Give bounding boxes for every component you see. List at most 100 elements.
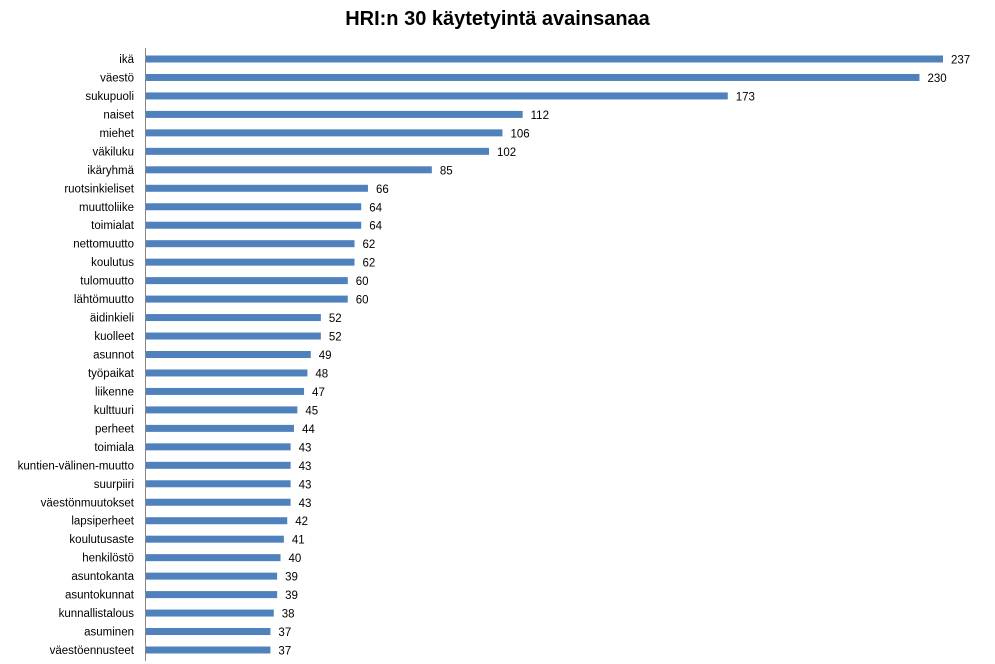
bar — [146, 369, 308, 377]
bar — [146, 554, 281, 562]
data-label: 40 — [289, 553, 302, 565]
data-label: 43 — [299, 479, 312, 491]
data-label: 37 — [278, 627, 291, 639]
data-label: 62 — [362, 239, 375, 251]
chart-title: HRI:n 30 käytetyintä avainsanaa — [345, 8, 650, 30]
data-label: 52 — [329, 332, 342, 344]
bar — [146, 517, 288, 525]
category-label: lapsiperheet — [71, 516, 134, 528]
bar — [146, 609, 274, 617]
bar — [146, 295, 348, 303]
data-label: 60 — [356, 295, 369, 307]
data-label: 60 — [356, 276, 369, 288]
category-label: kuntien-välinen-muutto — [18, 460, 134, 472]
category-label: ruotsinkieliset — [64, 183, 134, 195]
bar — [146, 221, 362, 229]
category-label: kulttuuri — [94, 405, 134, 417]
category-label: suurpiiri — [94, 479, 134, 491]
data-label: 49 — [319, 350, 332, 362]
category-label: ikäryhmä — [87, 165, 134, 177]
bar — [146, 387, 305, 395]
category-label: koulutus — [91, 257, 134, 269]
bar — [146, 424, 294, 432]
data-label: 102 — [497, 147, 516, 159]
bar — [146, 351, 311, 358]
bar — [146, 184, 368, 192]
bar — [146, 572, 278, 580]
bar — [146, 480, 291, 488]
data-label: 52 — [329, 313, 342, 325]
data-label: 112 — [531, 110, 549, 122]
bar — [146, 646, 271, 654]
category-label: lähtömuutto — [74, 294, 134, 306]
category-label: asuminen — [84, 627, 134, 639]
bar — [146, 498, 291, 506]
bar — [146, 203, 362, 211]
bar — [146, 628, 271, 636]
bar — [146, 406, 298, 414]
data-label: 48 — [315, 368, 328, 380]
bar — [146, 240, 355, 248]
category-label: ikä — [119, 54, 134, 66]
data-label: 173 — [736, 91, 755, 103]
bar — [146, 110, 523, 118]
bar — [146, 443, 291, 451]
data-label: 43 — [299, 498, 312, 510]
data-label: 38 — [282, 609, 295, 621]
category-label: työpaikat — [88, 368, 135, 380]
category-label: liikenne — [95, 386, 134, 398]
category-label: väkiluku — [92, 146, 134, 158]
data-label: 44 — [302, 424, 315, 436]
data-label: 39 — [285, 590, 298, 602]
data-label: 66 — [376, 184, 389, 196]
data-label: 237 — [951, 55, 970, 67]
category-label: naiset — [103, 109, 134, 121]
data-label: 64 — [369, 221, 382, 233]
data-label: 43 — [299, 461, 312, 473]
category-label: väestöennusteet — [50, 645, 135, 657]
category-label: miehet — [99, 128, 134, 140]
bar — [146, 147, 490, 155]
bar — [146, 591, 278, 599]
data-label: 85 — [440, 165, 453, 177]
category-label: asuntokanta — [71, 571, 134, 583]
data-label: 41 — [292, 535, 305, 547]
data-label: 43 — [299, 442, 312, 454]
data-label: 39 — [285, 572, 298, 584]
bar — [146, 258, 355, 266]
data-label: 45 — [305, 405, 318, 417]
data-label: 47 — [312, 387, 325, 399]
data-label: 62 — [362, 258, 375, 270]
category-label: toimialat — [91, 220, 135, 232]
bar — [146, 73, 920, 81]
category-label: kunnallistalous — [59, 608, 135, 620]
data-label: 106 — [510, 128, 529, 140]
category-label: koulutusaste — [69, 534, 134, 546]
category-label: asunnot — [93, 350, 135, 362]
category-label: toimiala — [94, 442, 134, 454]
data-label: 64 — [369, 202, 382, 214]
category-label: perheet — [95, 423, 135, 435]
category-label: väestönmuutokset — [41, 497, 135, 509]
bar — [146, 55, 943, 63]
category-label: muuttoliike — [79, 202, 134, 214]
category-label: sukupuoli — [85, 91, 134, 103]
data-label: 42 — [295, 516, 308, 528]
data-label: 37 — [278, 646, 291, 658]
bar — [146, 92, 728, 100]
bar — [146, 461, 291, 469]
category-label: väestö — [100, 72, 134, 84]
category-label: äidinkieli — [90, 313, 134, 325]
category-label: asuntokunnat — [65, 590, 135, 602]
bar — [146, 129, 503, 137]
category-label: kuolleet — [94, 331, 134, 343]
bar — [146, 314, 321, 322]
category-label: tulomuutto — [80, 276, 134, 288]
category-label: nettomuutto — [73, 239, 134, 251]
data-label: 230 — [927, 73, 946, 85]
bar — [146, 166, 432, 174]
bar — [146, 277, 348, 285]
bar — [146, 332, 321, 340]
bar — [146, 535, 284, 543]
